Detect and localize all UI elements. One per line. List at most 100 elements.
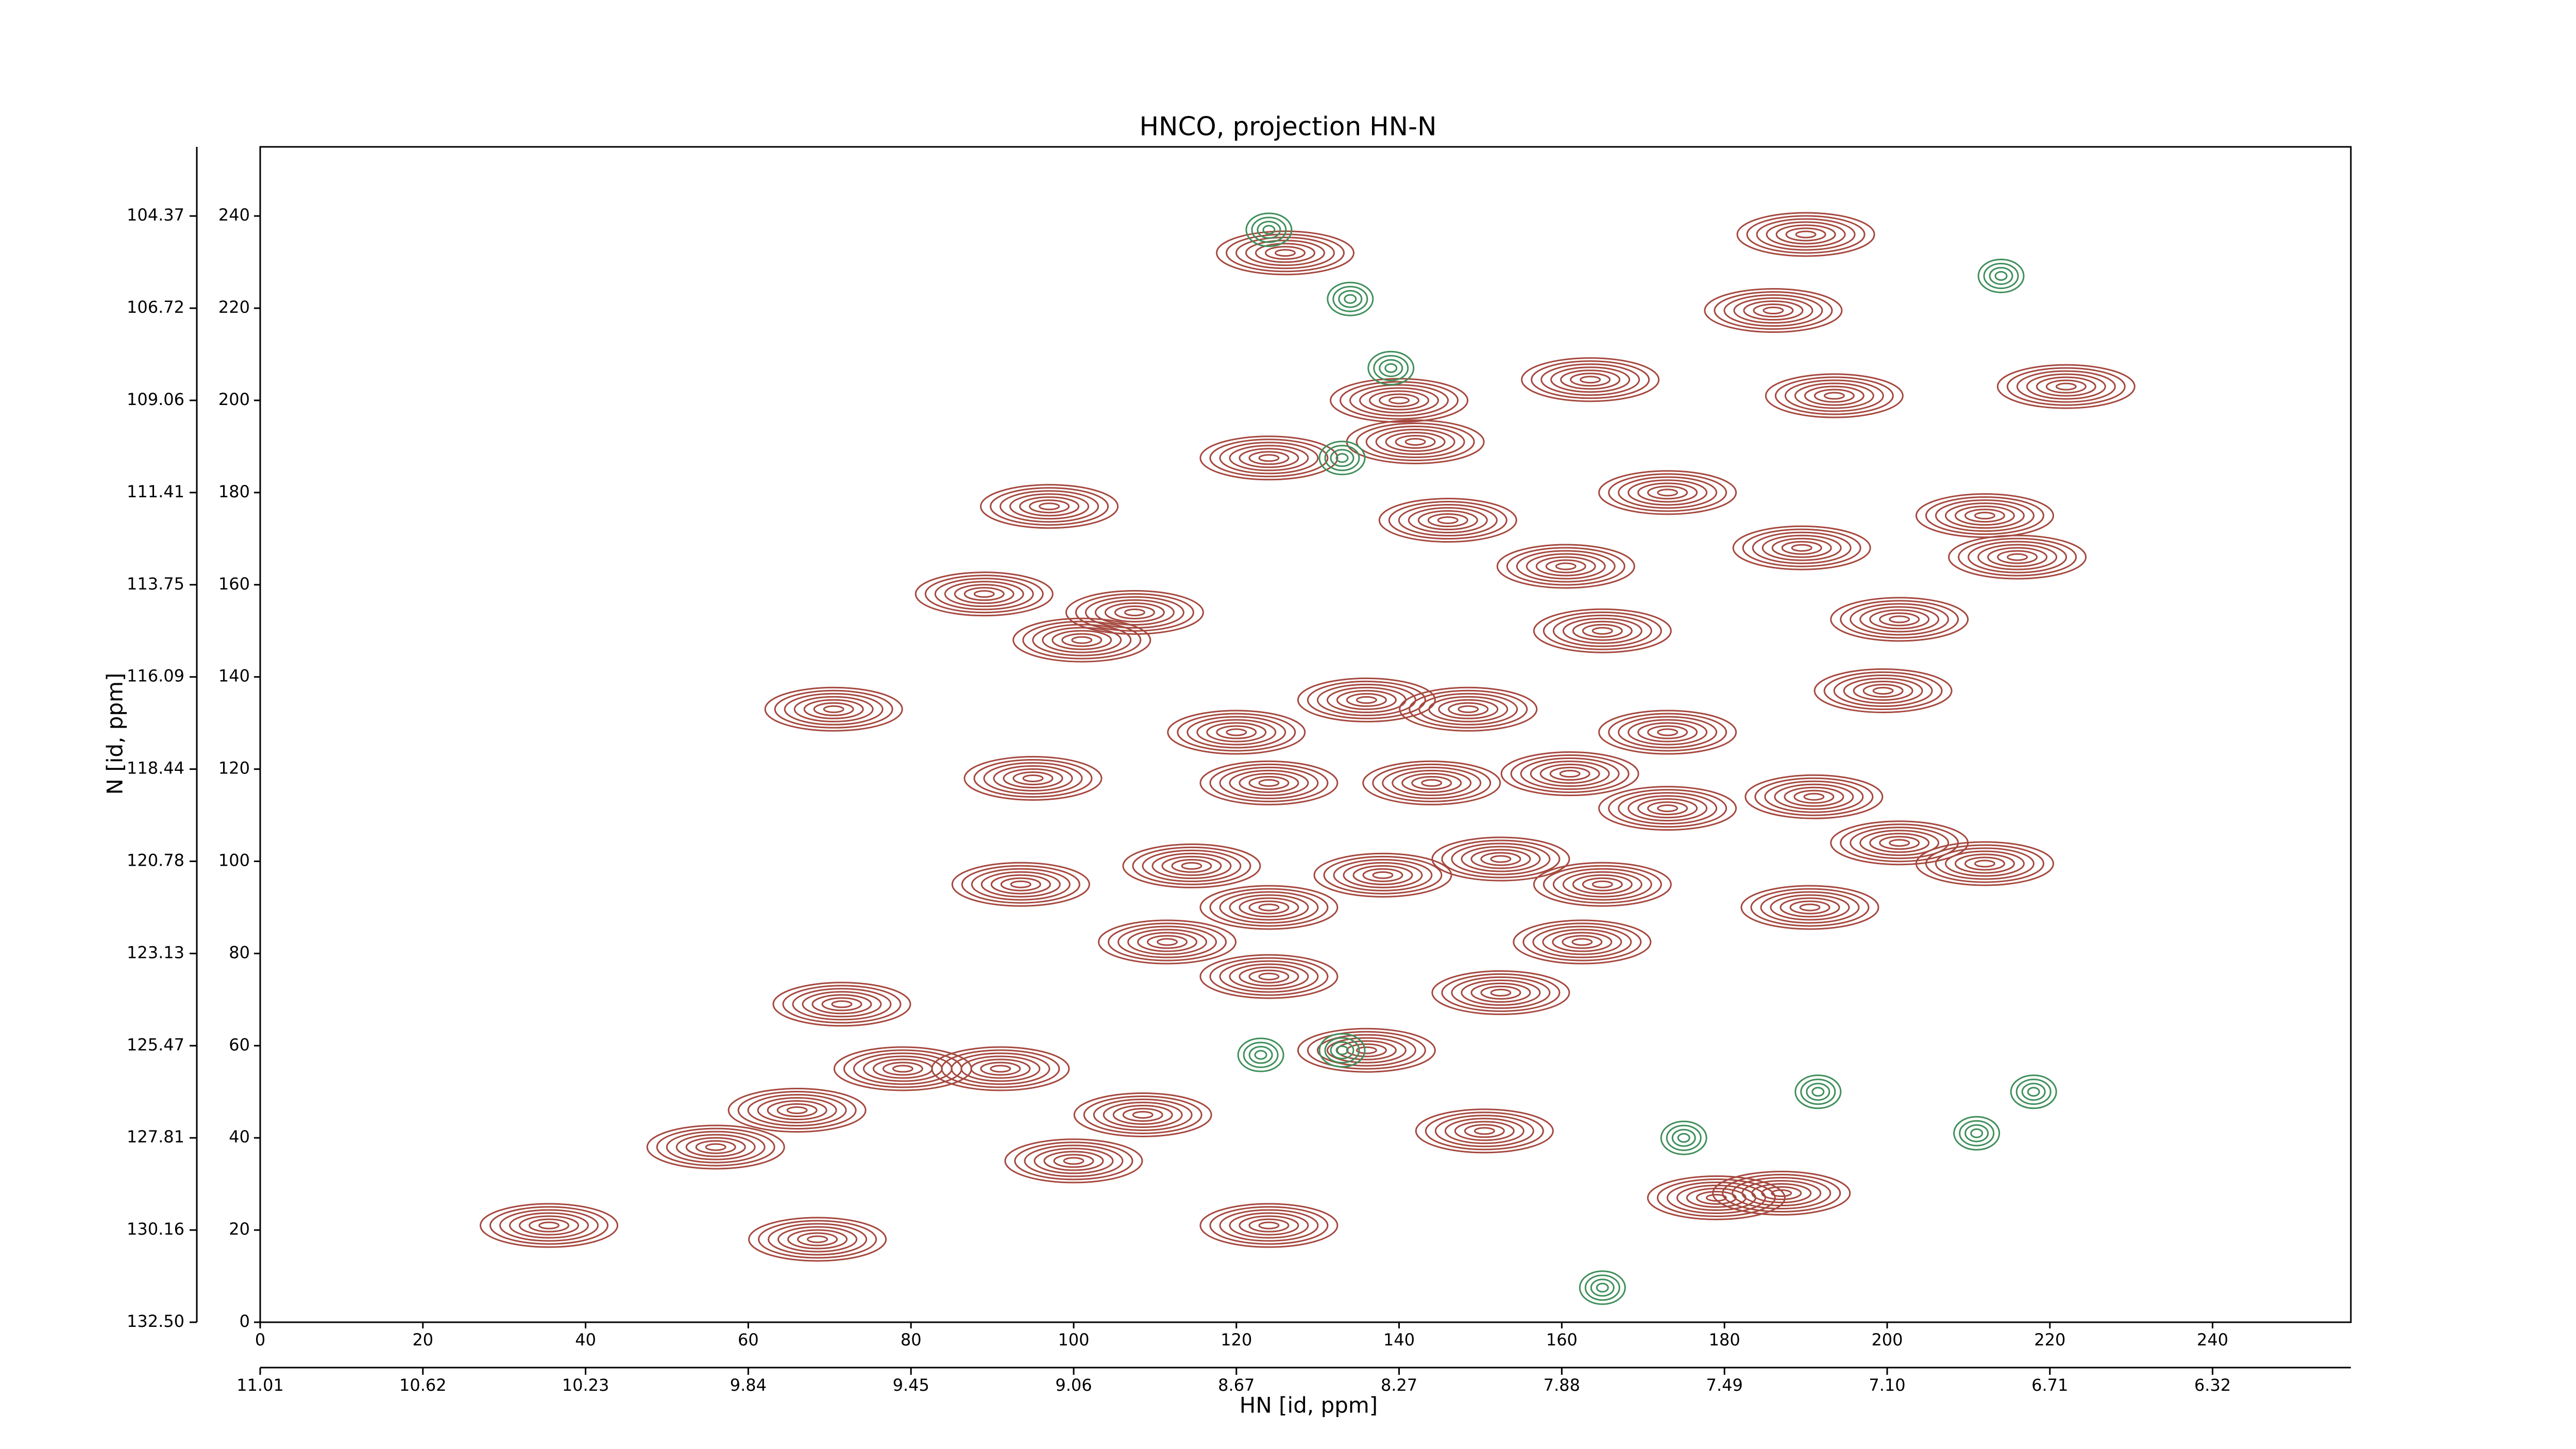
contour-level xyxy=(1132,846,1251,885)
y-tick-label: 100 xyxy=(218,850,250,870)
contour-level xyxy=(1944,850,2025,877)
contour-level xyxy=(1843,678,1923,704)
contour-level xyxy=(1833,675,1933,707)
contour-level xyxy=(1052,630,1112,650)
y-tick-label: 220 xyxy=(218,297,250,317)
contour-level xyxy=(1219,766,1319,799)
contour-level xyxy=(1004,1138,1143,1184)
contour-level xyxy=(1083,1095,1202,1134)
contour-level xyxy=(1656,1178,1776,1217)
contour-level xyxy=(1053,1154,1094,1168)
contour-level xyxy=(1637,482,1698,503)
contour-level xyxy=(1199,954,1338,999)
contour-level xyxy=(963,587,1005,601)
contour-level xyxy=(1122,1107,1163,1122)
contour-level xyxy=(1753,304,1794,318)
contour-level xyxy=(1764,780,1864,813)
contour-level xyxy=(1219,891,1319,924)
contour-level xyxy=(1461,979,1541,1006)
contour-level xyxy=(980,871,1061,898)
contour-level xyxy=(1572,874,1633,895)
contour-level xyxy=(1029,499,1070,514)
contour-level xyxy=(1618,792,1718,825)
x2-tick-label: 11.01 xyxy=(236,1375,284,1395)
contour-level xyxy=(1794,1074,1842,1109)
contour-level xyxy=(1840,600,1959,639)
contour-level xyxy=(1862,684,1904,698)
contour-level xyxy=(1327,281,1374,316)
x-tick-label: 240 xyxy=(2197,1330,2228,1350)
contour-level xyxy=(1039,502,1060,511)
contour-level xyxy=(1187,716,1286,749)
contour-level xyxy=(1388,396,1410,405)
contour-level xyxy=(971,868,1071,901)
contour-level xyxy=(1454,1121,1515,1141)
contour-level xyxy=(1362,760,1501,805)
contour-level xyxy=(1199,435,1338,481)
contour-level xyxy=(1754,777,1874,816)
contour-level xyxy=(1570,373,1611,387)
contour-level xyxy=(1618,476,1718,509)
contour-level xyxy=(695,1140,736,1154)
y-tick-label: 20 xyxy=(229,1219,250,1239)
contour-level xyxy=(1262,225,1276,235)
contour-level xyxy=(1814,389,1855,403)
y-tick-label: 180 xyxy=(218,482,250,501)
contour-level xyxy=(1977,544,2058,570)
x2-tick-label: 10.23 xyxy=(562,1375,609,1395)
contour-level xyxy=(2055,382,2077,391)
contour-level xyxy=(1307,680,1426,719)
contour-level xyxy=(1513,919,1652,965)
contour-level xyxy=(793,696,874,722)
contour-level xyxy=(1219,960,1319,993)
y2-tick-label: 132.50 xyxy=(127,1311,184,1331)
contour-level xyxy=(1255,243,1316,263)
y-tick-label: 80 xyxy=(229,942,250,962)
contour-level xyxy=(1791,544,1812,552)
contour-level xyxy=(1157,938,1178,946)
contour-level xyxy=(1324,445,1360,471)
contour-level xyxy=(1533,862,1672,907)
contour-level xyxy=(1355,1046,1377,1054)
contour-level xyxy=(1333,858,1433,891)
y-tick-label: 160 xyxy=(218,574,250,594)
contour-level xyxy=(951,1052,1050,1085)
contour-level xyxy=(1014,1141,1133,1181)
contour-level xyxy=(1458,705,1479,713)
contour-level xyxy=(1431,836,1570,882)
y-tick-label: 0 xyxy=(240,1311,250,1331)
contour-level xyxy=(1647,485,1688,500)
contour-level xyxy=(1297,677,1436,722)
contour-level xyxy=(1647,725,1688,739)
contour-level xyxy=(1382,766,1482,799)
contour-level xyxy=(1830,597,1969,642)
contour-level xyxy=(1765,373,1904,418)
contour-level xyxy=(2010,1074,2057,1109)
x2-tick-label: 8.27 xyxy=(1381,1375,1417,1395)
contour-level xyxy=(1804,385,1865,406)
contour-level xyxy=(1114,605,1155,619)
contour-level xyxy=(519,1215,580,1236)
contour-level xyxy=(1316,1034,1416,1067)
contour-level xyxy=(1562,617,1642,644)
contour-level xyxy=(1704,288,1843,333)
contour-level xyxy=(1316,683,1416,716)
contour-level xyxy=(774,689,893,729)
contour-level xyxy=(489,1206,609,1245)
contour-level xyxy=(914,571,1054,617)
contour-level xyxy=(1473,1127,1495,1135)
contour-level xyxy=(1073,1092,1212,1137)
x-tick-label: 180 xyxy=(1709,1330,1740,1350)
contour-level xyxy=(1500,751,1639,797)
contour-level xyxy=(784,693,884,726)
contour-level xyxy=(1239,897,1299,918)
contour-level xyxy=(1438,699,1499,719)
contour-level xyxy=(1562,935,1603,949)
contour-level xyxy=(1552,932,1613,952)
contour-level xyxy=(1925,496,2044,535)
contour-level xyxy=(1572,620,1633,641)
y-axis-label: N [id, ppm] xyxy=(103,673,128,795)
x2-tick-label: 7.49 xyxy=(1706,1375,1743,1395)
x2-tick-label: 7.10 xyxy=(1869,1375,1905,1395)
